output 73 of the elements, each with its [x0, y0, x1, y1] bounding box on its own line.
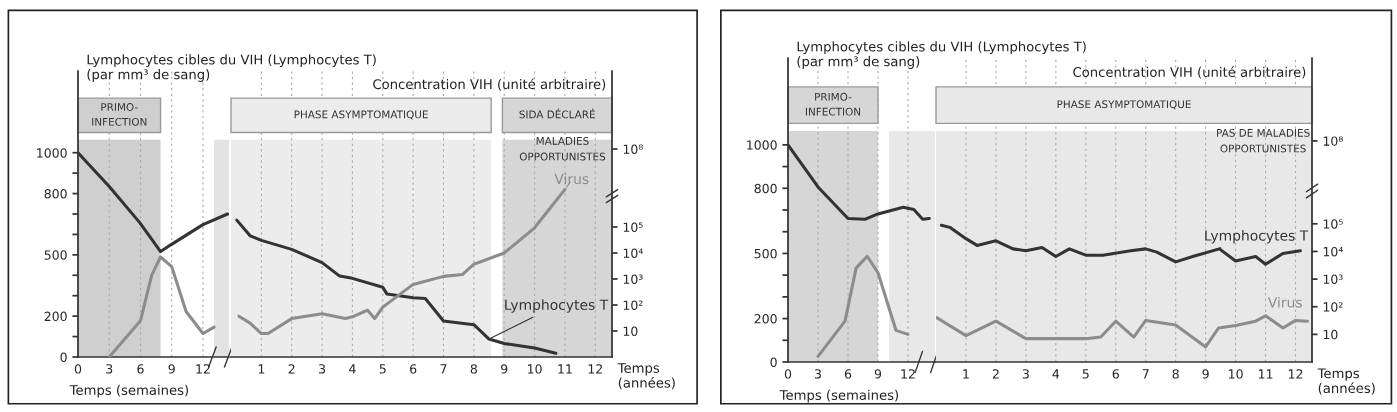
x-tick-label: 3	[319, 364, 326, 374]
y-tick-label: 0	[770, 357, 777, 367]
x-tick-label: 11	[558, 364, 572, 374]
x-tick-label: 0	[74, 364, 82, 374]
x-tick-label: 3	[1022, 369, 1029, 379]
band-label: SIDA DÉCLARÉ	[519, 108, 595, 119]
x-axis-title: Temps (semaines)	[69, 384, 189, 398]
x-tick-label: 1	[258, 364, 265, 374]
text: Lymphocytes T	[505, 299, 609, 313]
y2-tick-label: 10³	[623, 274, 643, 284]
x-tick-label: 10	[1229, 369, 1243, 379]
x-tick-label: 2	[992, 369, 999, 379]
x-tick-label: 9	[168, 364, 175, 374]
y-tick-label: 1000	[747, 140, 777, 150]
x-tick-label: 8	[1172, 369, 1179, 379]
x-tick-label: 2	[288, 364, 295, 374]
band-label: PHASE ASYMPTOMATIQUE	[1057, 100, 1191, 110]
annotation: MALADIES OPPORTUNISTES	[519, 136, 606, 161]
text: Temps (années)	[617, 363, 675, 390]
x-tick-label: 10	[528, 364, 542, 374]
x-tick-label: 3	[106, 364, 113, 374]
band-label: PHASE ASYMPTOMATIQUE	[294, 110, 428, 120]
series-label: Virus	[1267, 296, 1302, 308]
x-tick-label: 1	[963, 369, 969, 379]
y2-tick-label: 10²	[1323, 302, 1343, 312]
x-tick-label: 4	[1052, 369, 1060, 379]
y2-tick-label: 10⁴	[623, 248, 643, 258]
x-tick-label: 9	[501, 364, 508, 374]
x-tick-label: 12	[901, 369, 915, 379]
y2-tick-label: 10⁵	[1323, 219, 1343, 229]
x-tick-label: 4	[349, 364, 356, 374]
band-label: PRIMO- INFECTION	[805, 92, 861, 116]
x-tick-label: 5	[379, 364, 386, 374]
x-tick-label: 6	[137, 364, 144, 374]
y-tick-label: 0	[60, 352, 67, 362]
x-tick-label: 12	[588, 364, 602, 374]
text: Temps (années)	[1317, 368, 1375, 395]
x-tick-label: 6	[844, 369, 852, 379]
x-tick-label: 9	[1202, 369, 1209, 379]
y-tick-label: 500	[754, 248, 777, 259]
x-tick-label: 6	[410, 364, 417, 374]
y2-axis-title: Concentration VIH (unité arbitraire)	[1073, 66, 1306, 79]
y2-tick-label: 10⁴	[1323, 246, 1343, 257]
x-tick-label: 6	[1112, 369, 1119, 379]
y-tick-label: 500	[44, 250, 67, 260]
x-tick-label: 5	[1082, 369, 1089, 379]
y2-tick-label: 10	[1323, 329, 1338, 340]
y2-axis-title: Concentration VIH (unité arbitraire)	[373, 78, 606, 91]
y-tick-label: 200	[754, 314, 777, 324]
y2-tick-label: 10⁵	[623, 222, 643, 232]
series-label: Lymphocytes T	[1205, 230, 1309, 244]
x-tick-label: 7	[440, 364, 447, 374]
y-tick-label: 1000	[37, 148, 67, 158]
x-tick-label: 3	[814, 369, 821, 379]
y-tick-label: 200	[44, 311, 67, 322]
x-tick-label: 12	[196, 364, 210, 374]
y2-tick-label: 10	[623, 326, 638, 336]
x-tick-label: 0	[784, 369, 792, 379]
x-tick-label: 12	[1288, 369, 1303, 379]
annotation: PAS DE MALADIES OPPORTUNISTES	[1217, 128, 1310, 153]
x-tick-label: 11	[1258, 369, 1273, 379]
x-tick-label: 8	[470, 364, 477, 374]
x-tick-label: 7	[1142, 369, 1149, 379]
band-label: PRIMO- INFECTION	[92, 103, 147, 126]
series-label: Virus	[554, 173, 589, 185]
y2-tick-label: 10³	[1323, 274, 1343, 285]
y2-tick-label: 10⁸	[623, 144, 643, 154]
y2-tick-label: 10⁸	[1323, 136, 1343, 146]
y-tick-label: 800	[44, 189, 67, 199]
y2-tick-label: 10²	[623, 300, 643, 310]
y-tick-label: 800	[754, 183, 777, 194]
x-axis-title: Temps (semaines)	[779, 389, 899, 403]
x-tick-label: 9	[874, 369, 882, 379]
